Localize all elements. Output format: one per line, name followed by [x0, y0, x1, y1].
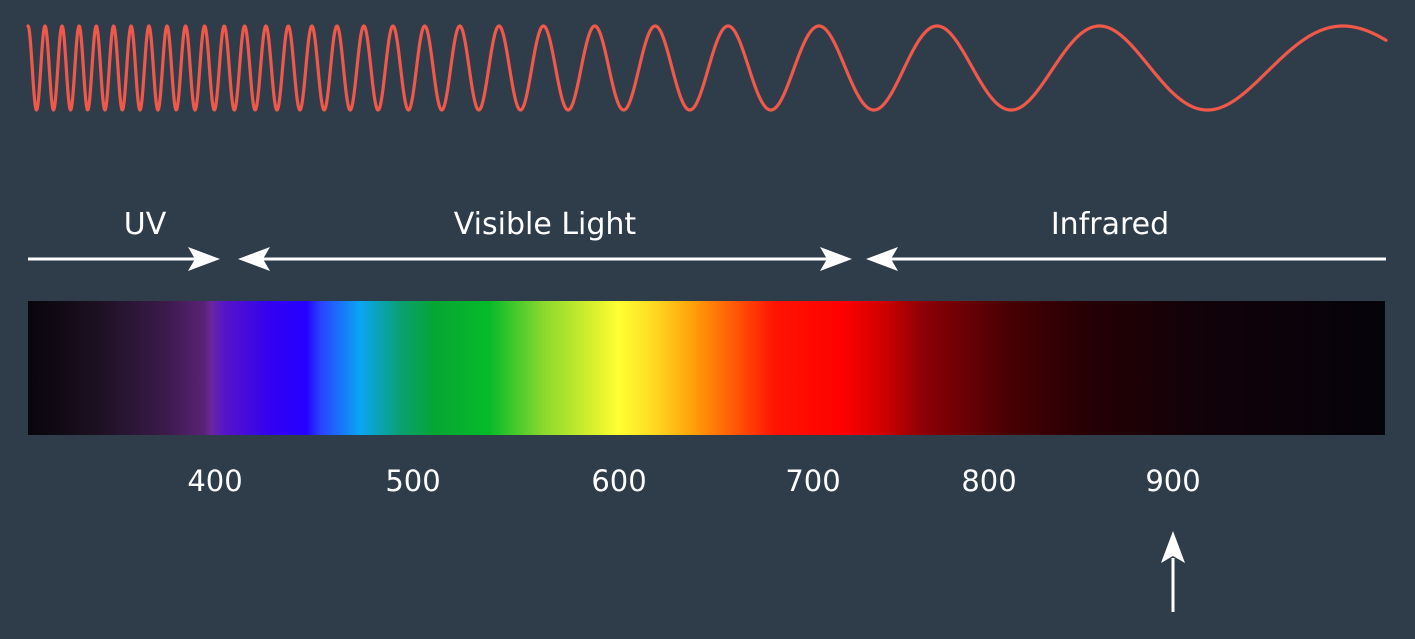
- tick-label-500: 500: [385, 464, 440, 498]
- tick-label-600: 600: [591, 464, 646, 498]
- visible-range-arrow: [238, 247, 852, 271]
- visible-light-label: Visible Light: [454, 207, 637, 242]
- tick-label-400: 400: [187, 464, 242, 498]
- uv-range-arrow: [28, 247, 220, 271]
- tick-label-700: 700: [785, 464, 840, 498]
- uv-label: UV: [124, 207, 167, 242]
- wavelength-wave: [26, 24, 1388, 112]
- infrared-label: Infrared: [1051, 207, 1169, 242]
- spectrum-bar: [28, 301, 1385, 435]
- infrared-range-arrow: [866, 247, 1386, 271]
- tick-label-800: 800: [961, 464, 1016, 498]
- marker-arrow: [1161, 531, 1185, 612]
- tick-label-900: 900: [1145, 464, 1200, 498]
